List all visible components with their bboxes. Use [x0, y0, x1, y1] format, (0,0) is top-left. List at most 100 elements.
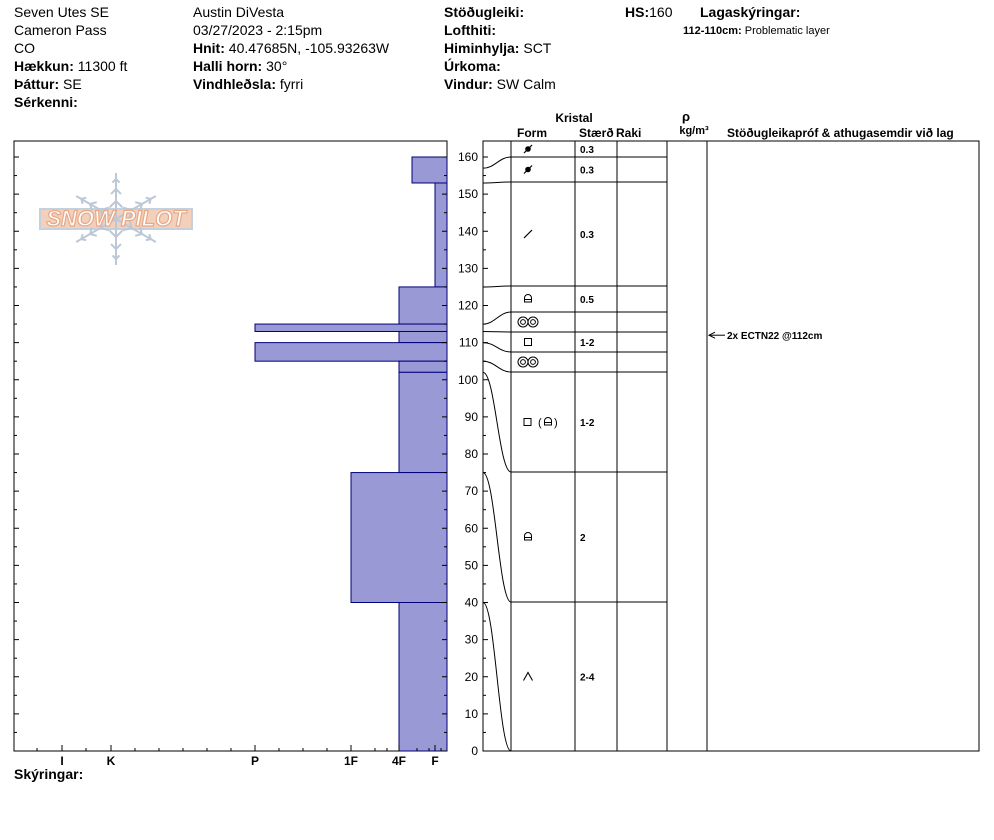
flake-branch: [139, 226, 143, 235]
flake-arm: [75, 218, 117, 243]
flake-branch: [81, 196, 87, 200]
elevation: Hækkun: 11300 ft: [14, 58, 128, 74]
depth-tick-label: 10: [465, 707, 479, 721]
hardness-tick-label: F: [431, 754, 438, 768]
rounded-icon: [524, 294, 532, 303]
flake-arm: [115, 218, 157, 243]
depth-tick-label: 160: [458, 150, 478, 164]
depth-tick-label: 110: [459, 336, 478, 350]
precip-icon: [523, 165, 533, 174]
depth-tick-label: 20: [465, 670, 479, 684]
decomp-icon: [523, 229, 533, 239]
melt-icon: [517, 316, 539, 328]
layer-connector: [482, 602, 512, 752]
aspect: Þáttur: SE: [14, 76, 82, 92]
grain-size-label: 0.3: [580, 230, 594, 241]
depth-tick-label: 140: [458, 224, 478, 238]
flake-branch: [110, 188, 117, 195]
flake-branch: [100, 206, 110, 211]
flake-branch: [134, 233, 143, 237]
flake-branch: [139, 203, 143, 212]
flake-branch: [80, 233, 84, 240]
grain-size-label: 2: [580, 533, 586, 544]
features: Sérkenni:: [14, 94, 78, 110]
layer-connector: [482, 371, 512, 473]
snowpilot-logo: SNOW PILOT: [39, 173, 193, 265]
depth-tick-label: 100: [458, 373, 478, 387]
tests-header: Stöðugleikapróf & athugasemdir við lag: [727, 126, 954, 140]
flake-branch: [89, 233, 98, 237]
layer-connector: [482, 285, 512, 288]
hardness-bar: [434, 182, 448, 288]
precip-icon: [523, 144, 533, 154]
depth-tick-label: 50: [465, 558, 479, 572]
grain-size-label: 1-2: [580, 418, 595, 429]
coordinates: Hnit: 40.47685N, -105.93263W: [193, 40, 390, 56]
layer-connector: [482, 342, 512, 353]
layer-notes-title: Lagaskýringar:: [700, 4, 801, 20]
crystal-header: Kristal: [555, 111, 592, 125]
density-unit-header: kg/m³: [679, 125, 709, 137]
depth-tick-label: 70: [465, 484, 479, 498]
depth-tick-label: 130: [458, 261, 478, 275]
rounded-icon: [524, 532, 532, 541]
flake-branch: [89, 203, 93, 212]
hardness-tick-label: P: [251, 754, 259, 768]
layer-connector: [482, 360, 512, 373]
flake-branch: [89, 201, 98, 205]
hardness-tick-label: I: [60, 754, 63, 768]
flake-branch: [122, 206, 132, 211]
layer-connector: [482, 181, 512, 184]
melt-icon: [517, 356, 539, 368]
flake-branch: [115, 188, 122, 195]
observation-datetime: 03/27/2023 - 2:15pm: [193, 22, 323, 38]
flake-branch: [128, 219, 133, 229]
facetround-icon: (): [523, 417, 558, 429]
flake-branch: [145, 196, 151, 200]
flake-branch: [81, 238, 87, 242]
flake-branch: [145, 238, 151, 242]
stability-test-label: 2x ECTN22 @112cm: [727, 331, 822, 342]
flake-branch: [148, 198, 152, 205]
layer-connector: [482, 330, 512, 333]
flake-branch: [89, 226, 93, 235]
rho-header: ρ: [682, 109, 690, 124]
svg-text:(: (: [538, 417, 542, 429]
flake-branch: [122, 227, 132, 232]
hardness-tick-label: K: [107, 754, 116, 768]
flake-branch: [115, 200, 124, 209]
hardness-bar: [254, 323, 448, 332]
grain-size-label: 0.3: [580, 166, 594, 177]
header-right: Stöðugleiki: Lofthiti: Himinhylja: SCT Ú…: [444, 3, 556, 93]
slope-angle: Halli horn: 30°: [193, 58, 288, 74]
flake-branch: [110, 243, 117, 250]
form-header: Form: [517, 126, 547, 140]
flake-branch: [108, 200, 117, 209]
grain-size-label: 2-4: [580, 673, 595, 684]
state-name: CO: [14, 40, 35, 56]
layer-connector: [482, 156, 512, 169]
stability: Stöðugleiki:: [444, 4, 525, 20]
layer-table-frame: [482, 140, 980, 752]
flake-branch: [115, 229, 124, 238]
observer-name: Austin DiVesta: [193, 4, 285, 20]
snow-height: HS:160: [625, 4, 673, 20]
hardness-bar: [398, 602, 448, 752]
grain-size-label: 0.3: [580, 145, 594, 156]
area-name: Cameron Pass: [14, 22, 107, 38]
logo-text: SNOW PILOT: [46, 206, 187, 231]
stability-test-marker: 2x ECTN22 @112cm: [707, 331, 822, 342]
hardness-bar: [411, 156, 448, 184]
layer-note: 112-110cm: Problematic layer: [683, 25, 830, 37]
hardness-bar: [398, 330, 448, 344]
hardness-tick-label: 1F: [344, 754, 358, 768]
depth-tick-label: 120: [458, 299, 478, 313]
flake-branch: [108, 229, 117, 238]
flake-branch: [115, 243, 122, 250]
depth-tick-label: 80: [465, 447, 479, 461]
legend-label: Skýringar:: [14, 766, 83, 782]
hardness-bar: [398, 360, 448, 373]
flake-branch: [111, 254, 117, 260]
hardness-bar: [350, 472, 448, 603]
